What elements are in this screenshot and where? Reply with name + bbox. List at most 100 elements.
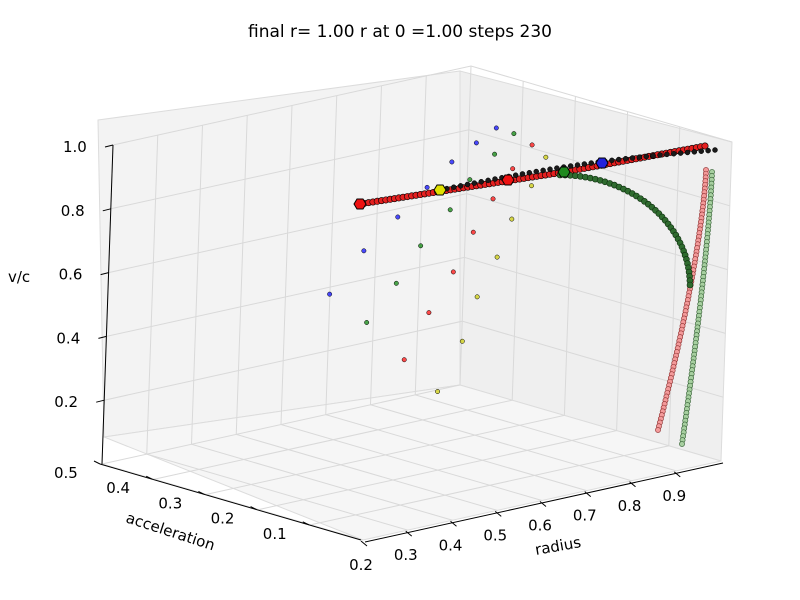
data-point (543, 154, 549, 160)
y-tick (145, 475, 153, 480)
x-tick (360, 540, 368, 547)
trajectory-point (609, 157, 615, 164)
data-point (473, 140, 479, 146)
y-tick (250, 506, 257, 511)
x-tick-label: 0.4 (439, 536, 463, 554)
axes (93, 144, 724, 547)
y-grid-line (154, 81, 524, 480)
trajectory-point (655, 427, 661, 433)
marker-hexagon (501, 174, 515, 186)
data-point (510, 166, 516, 172)
trajectory-point (581, 161, 588, 167)
trajectory-point (451, 184, 457, 190)
z-tick (104, 144, 114, 148)
z-tick (102, 208, 111, 212)
z-tick-label: 0.2 (54, 393, 78, 411)
data-point (459, 338, 465, 344)
data-point (418, 243, 424, 249)
data-point (395, 214, 401, 220)
y-tick-label: 0.1 (263, 525, 287, 543)
grid-lines (101, 65, 733, 541)
z-tick-label: 0.4 (56, 329, 80, 347)
z-tick-label: 1.0 (63, 138, 87, 156)
trajectory-point (540, 167, 546, 174)
trajectory-point (485, 177, 491, 184)
trajectory-point (684, 149, 691, 156)
trajectory-point (691, 149, 698, 155)
data-point (529, 142, 535, 148)
x-tick (584, 491, 592, 498)
y-tick-label: 0.4 (106, 479, 130, 497)
z-grid-line (104, 320, 724, 401)
z-tick-label: 0.6 (59, 266, 83, 284)
trajectory-point (712, 147, 718, 153)
data-point (447, 207, 453, 213)
trajectory-point (512, 172, 519, 178)
data-point (435, 389, 440, 394)
tick-labels: 0.2 0.3 0.4 0.5 0.6 0.7 0.8 0.9 0.1 0.2 0.3 0.4 0.5 0… (54, 138, 686, 574)
data-point (449, 159, 455, 165)
trajectory-point (457, 183, 464, 189)
data-point (361, 248, 367, 254)
trajectory-point (705, 147, 711, 154)
trajectory-point (471, 180, 478, 186)
data-point (494, 254, 500, 260)
data-point (493, 125, 499, 131)
data-point (492, 151, 498, 157)
x-tick (450, 520, 457, 527)
x-tick (405, 530, 413, 537)
trajectory-point (643, 153, 649, 160)
x-tick-label: 0.3 (394, 546, 418, 564)
x-tick (629, 481, 636, 488)
data-point (424, 184, 430, 190)
z-tick-label: 0.8 (61, 202, 85, 220)
x-tick-label: 0.8 (618, 497, 642, 515)
x-tick (673, 471, 681, 478)
data-point (401, 357, 407, 363)
data-point (490, 196, 496, 202)
x-tick-label: 0.2 (349, 556, 373, 574)
x-tick (494, 510, 502, 517)
trajectory-point (671, 150, 677, 157)
trajectory-point (519, 171, 526, 177)
data-point (529, 183, 534, 189)
x-tick-label: 0.5 (483, 526, 507, 544)
side-pane (97, 70, 461, 438)
data-point (509, 216, 515, 222)
x-tick (539, 501, 547, 507)
x-tick-label: 0.7 (573, 507, 597, 525)
y-grid-line (101, 65, 472, 465)
trajectory-point (554, 165, 560, 171)
y-tick-label: 0.3 (158, 494, 182, 512)
y-grid-line (258, 111, 629, 511)
trajectory-point (686, 281, 694, 289)
marker-hexagon (557, 166, 571, 178)
trajectory-point (574, 162, 581, 168)
trajectory-point (629, 155, 636, 161)
y-tick (302, 521, 310, 526)
trajectory-point (478, 178, 484, 185)
data-point (474, 294, 480, 300)
trajectory-point (650, 153, 656, 159)
y-axis-label: acceleration (124, 509, 217, 555)
trajectory-point (616, 156, 622, 163)
y-grid-line (206, 96, 576, 495)
trajectory-point (547, 166, 553, 172)
z-axis-label: v/c (8, 268, 30, 286)
y-tick (198, 490, 205, 495)
data-points (327, 125, 549, 394)
y-tick-label: 0.2 (211, 510, 235, 528)
trajectory-point (701, 142, 709, 150)
trajectory-point (664, 151, 670, 158)
marker-hexagon (353, 198, 367, 210)
z-tick (98, 335, 107, 339)
y-tick-label: 0.5 (54, 464, 78, 482)
data-point (467, 177, 473, 183)
z-grid-line (108, 193, 728, 274)
x-axis-line (364, 462, 724, 543)
marker-hexagon (433, 184, 447, 196)
z-grid-line (112, 65, 733, 146)
chart-title: final r= 1.00 r at 0 =1.00 steps 230 (248, 22, 552, 42)
data-point (364, 320, 370, 325)
